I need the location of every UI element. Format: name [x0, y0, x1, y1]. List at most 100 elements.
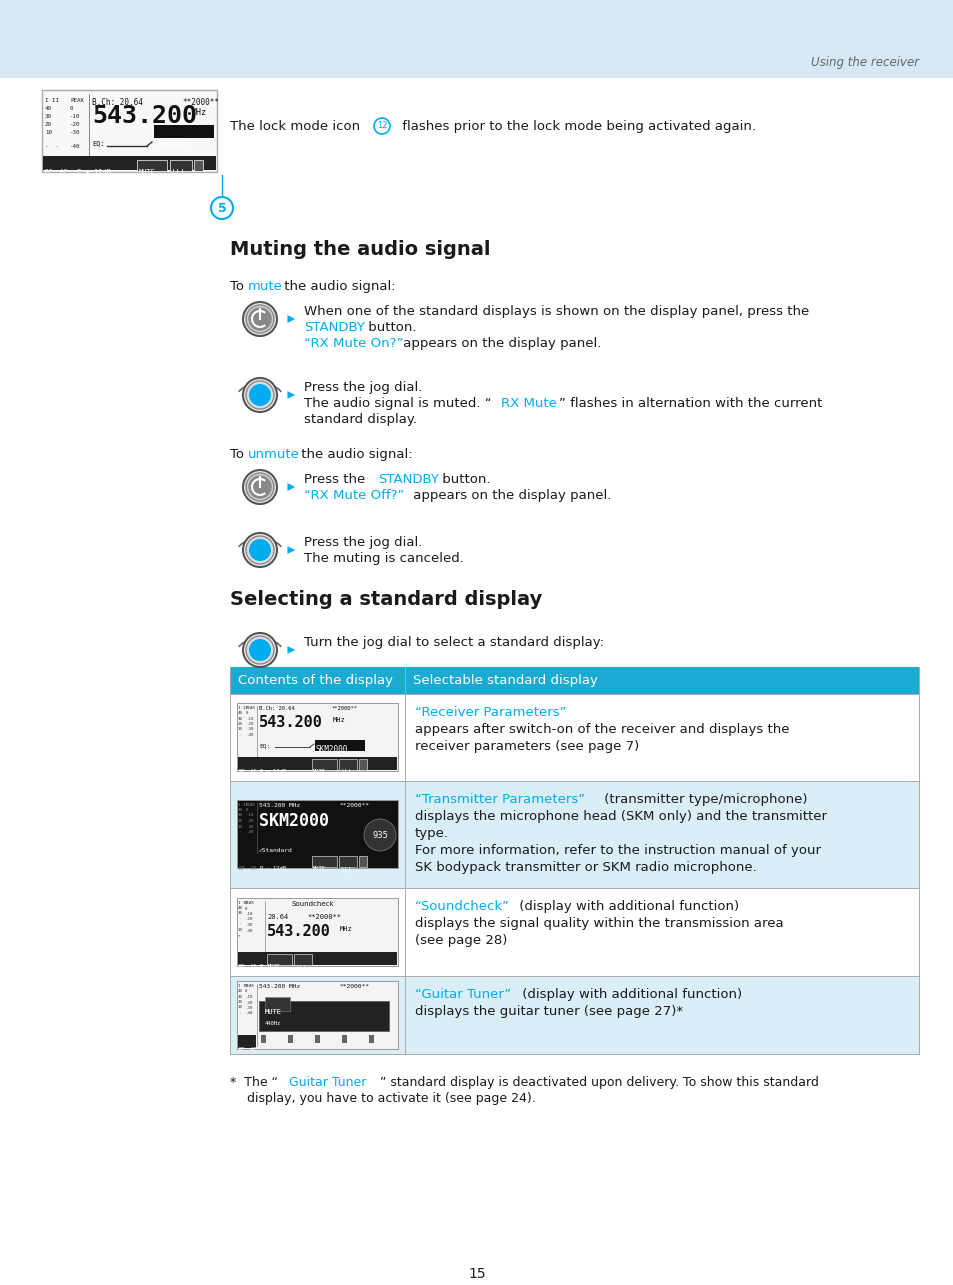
Text: RF  AF: RF AF — [45, 170, 68, 173]
Text: PEAK
0
-10
-20
-30
-40: PEAK 0 -10 -20 -30 -40 — [245, 984, 254, 1015]
Text: MHz: MHz — [339, 926, 353, 932]
Circle shape — [246, 636, 274, 664]
Text: flashes prior to the lock mode being activated again.: flashes prior to the lock mode being act… — [397, 120, 755, 134]
Bar — [230, 694, 918, 781]
Text: **2000**: **2000** — [339, 803, 370, 808]
Text: ·  ·: · · — [45, 144, 59, 149]
Text: MHz: MHz — [333, 717, 345, 723]
Text: PEAK: PEAK — [246, 705, 255, 711]
Circle shape — [364, 819, 395, 851]
Text: Using the receiver: Using the receiver — [810, 57, 918, 69]
Text: **2000**: **2000** — [182, 98, 219, 107]
Text: -20: -20 — [70, 122, 80, 127]
Circle shape — [243, 533, 276, 567]
Circle shape — [211, 197, 233, 218]
Circle shape — [374, 118, 390, 134]
Text: the audio signal:: the audio signal: — [296, 448, 413, 461]
Text: 12: 12 — [376, 122, 387, 131]
Text: displays the guitar tuner (see page 27)*: displays the guitar tuner (see page 27)* — [415, 1005, 682, 1018]
Text: The lock mode icon: The lock mode icon — [230, 120, 364, 134]
Bar — [338, 759, 356, 770]
Bar — [230, 977, 918, 1054]
Text: receiver parameters (see page 7): receiver parameters (see page 7) — [415, 740, 639, 753]
Text: For more information, refer to the instruction manual of your: For more information, refer to the instr… — [415, 844, 821, 857]
Text: Press the: Press the — [304, 473, 369, 486]
Text: MUTE: MUTE — [313, 768, 326, 774]
Circle shape — [243, 378, 276, 412]
Text: standard display.: standard display. — [304, 412, 416, 427]
Text: **2000**: **2000** — [339, 984, 370, 989]
Text: 40
30
20
10
·: 40 30 20 10 · — [237, 808, 243, 834]
Text: Selecting a standard display: Selecting a standard display — [230, 590, 541, 609]
Circle shape — [243, 302, 276, 335]
Text: button.: button. — [364, 321, 416, 334]
Text: “Soundcheck”: “Soundcheck” — [415, 899, 510, 914]
Text: button.: button. — [437, 473, 490, 486]
Circle shape — [249, 384, 271, 406]
Text: display, you have to activate it (see page 24).: display, you have to activate it (see pa… — [247, 1092, 536, 1105]
Bar — [261, 1034, 266, 1043]
Bar — [288, 1034, 293, 1043]
Text: appears on the display panel.: appears on the display panel. — [409, 490, 611, 502]
Text: MUTE: MUTE — [313, 866, 326, 871]
Circle shape — [246, 380, 274, 409]
Text: P: P — [260, 964, 263, 969]
Text: 40: 40 — [45, 105, 52, 111]
Circle shape — [249, 308, 271, 330]
Text: the audio signal:: the audio signal: — [280, 280, 395, 293]
Text: displays the microphone head (SKM only) and the transmitter: displays the microphone head (SKM only) … — [415, 810, 826, 822]
Text: I II: I II — [237, 803, 248, 807]
Text: 0: 0 — [70, 105, 73, 111]
Text: I II: I II — [237, 705, 248, 711]
Bar — [237, 952, 396, 965]
Text: Press the jog dial.: Press the jog dial. — [304, 380, 422, 394]
Text: I II: I II — [237, 901, 248, 905]
Text: Guitar Tuner: Guitar Tuner — [289, 1076, 366, 1088]
Text: |||: ||| — [171, 170, 186, 179]
Text: “Transmitter Parameters”: “Transmitter Parameters” — [415, 793, 584, 806]
Text: 543.200 MHz: 543.200 MHz — [258, 984, 300, 989]
Text: P + 12dB: P + 12dB — [77, 170, 111, 175]
Text: SKM2000: SKM2000 — [154, 140, 190, 149]
Text: PEAK: PEAK — [246, 803, 255, 807]
Text: 0
-10
-20
-30
-40: 0 -10 -20 -30 -40 — [246, 711, 253, 738]
Text: 40
30
20
10
·: 40 30 20 10 · — [237, 989, 243, 1015]
Bar — [294, 953, 312, 965]
Circle shape — [246, 536, 274, 564]
Bar — [369, 1034, 374, 1043]
Text: Press the jog dial.: Press the jog dial. — [304, 536, 422, 549]
Text: 543.200: 543.200 — [267, 924, 331, 939]
Text: The audio signal is muted. “: The audio signal is muted. “ — [304, 397, 491, 410]
Circle shape — [243, 470, 276, 504]
Bar — [43, 155, 215, 170]
Bar — [230, 888, 918, 977]
Text: MUTE: MUTE — [139, 170, 156, 175]
Text: SKM2000: SKM2000 — [315, 745, 348, 754]
Text: 20.64: 20.64 — [267, 914, 288, 920]
Text: “Guitar Tuner”: “Guitar Tuner” — [415, 988, 511, 1001]
Text: PEAK: PEAK — [70, 98, 84, 103]
Bar — [338, 856, 356, 867]
Text: 40
30
·
·
10
+: 40 30 · · 10 + — [237, 906, 243, 938]
Text: To: To — [230, 448, 248, 461]
Text: -30: -30 — [70, 130, 80, 135]
Bar — [0, 0, 953, 78]
Bar — [42, 90, 216, 172]
Bar — [265, 997, 290, 1011]
Text: To: To — [230, 280, 248, 293]
Bar — [170, 161, 192, 171]
Bar — [237, 757, 396, 770]
Text: When one of the standard displays is shown on the display panel, press the: When one of the standard displays is sho… — [304, 305, 808, 317]
Text: Muting the audio signal: Muting the audio signal — [230, 240, 490, 260]
Bar — [312, 759, 336, 770]
Text: **2000**: **2000** — [332, 705, 357, 711]
Bar — [237, 855, 396, 867]
Text: 935: 935 — [372, 830, 388, 839]
Bar — [230, 781, 918, 888]
Text: type.: type. — [415, 828, 449, 840]
Text: P + 12dB: P + 12dB — [260, 768, 286, 774]
Bar — [193, 161, 203, 171]
Text: STANDBY: STANDBY — [304, 321, 364, 334]
Text: “RX Mute On?”: “RX Mute On?” — [304, 337, 403, 350]
Bar — [312, 856, 336, 867]
